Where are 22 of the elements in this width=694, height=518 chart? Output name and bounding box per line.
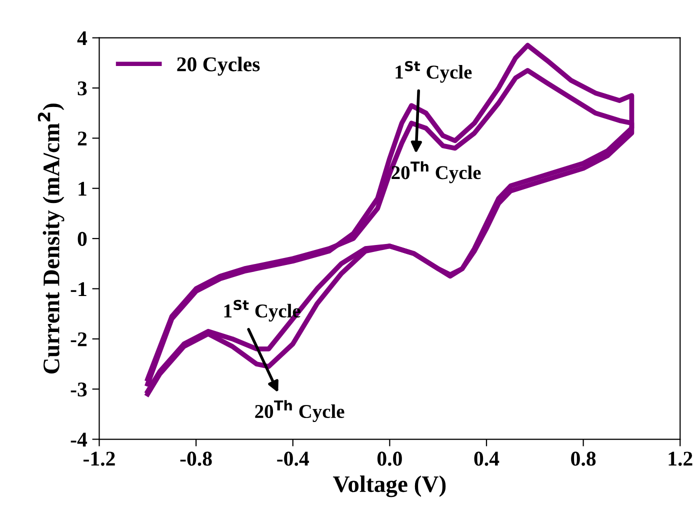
annotation: 20$^{Th}$ Cycle — [255, 400, 344, 422]
annotation: 20$^{Th}$ Cycle — [392, 161, 481, 184]
x-tick-label: -1.2 — [84, 452, 115, 466]
y-tick-label: -1 — [70, 282, 86, 296]
annotation: 1$^{St}$ Cycle — [396, 60, 472, 83]
y-tick-label: -2 — [70, 332, 87, 346]
y-axis-title: Current Density (mA/cm$^{2}$) — [38, 104, 64, 374]
x-tick-label: 0.4 — [474, 452, 500, 466]
x-tick-label: 0.8 — [571, 452, 596, 466]
y-tick-label: 2 — [78, 132, 87, 146]
x-tick-label: -0.4 — [277, 452, 309, 466]
y-tick-label: 0 — [78, 232, 87, 246]
y-tick-label: -3 — [70, 382, 87, 397]
x-tick-label: -0.8 — [180, 452, 212, 466]
legend-label: 20 Cycles — [177, 56, 260, 76]
x-axis-title: Voltage (V) — [333, 476, 446, 498]
x-tick-label: 1.2 — [668, 452, 692, 466]
y-tick-label: -4 — [70, 432, 88, 446]
y-tick-label: 1 — [78, 182, 86, 196]
x-tick-label: 0.0 — [377, 452, 402, 466]
y-tick-label: 3 — [78, 81, 87, 96]
y-tick-label: 4 — [77, 31, 88, 46]
